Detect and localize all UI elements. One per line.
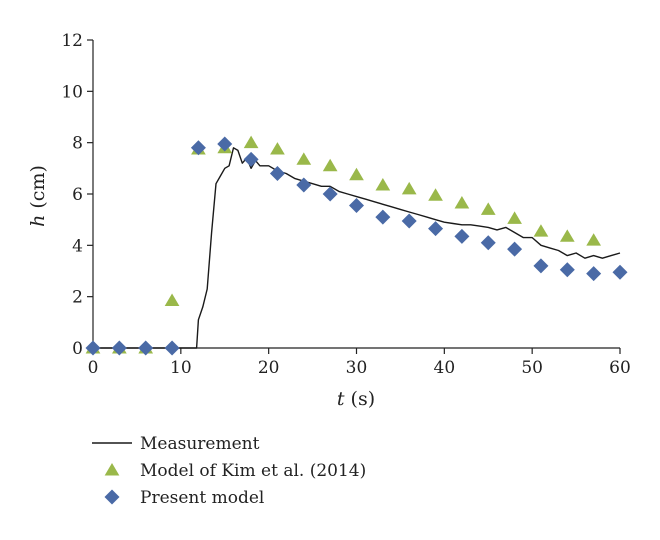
kim-model-point: [559, 229, 575, 242]
kim-model-point: [586, 233, 601, 246]
kim-model-point: [507, 211, 522, 224]
x-tick-label: 40: [434, 358, 456, 378]
x-axis-unit: (s): [345, 388, 376, 410]
legend-swatch-present: [104, 489, 120, 505]
present-model-point: [401, 213, 417, 229]
x-tick-label: 0: [88, 358, 99, 378]
kim-model-point: [296, 152, 312, 165]
present-model-point: [138, 340, 154, 356]
y-axis-variable: h: [27, 215, 49, 227]
present-model-point: [507, 241, 523, 257]
legend-label: Present model: [140, 488, 264, 508]
present-model-point: [454, 228, 470, 244]
legend: Measurement Model of Kim et al. (2014) Pre…: [92, 434, 366, 508]
present-model-point: [612, 264, 628, 280]
x-tick-label: 10: [170, 358, 192, 378]
present-model-point: [296, 177, 312, 193]
kim-model-point: [428, 188, 443, 201]
present-model-point: [480, 235, 496, 251]
present-model-point: [428, 221, 444, 237]
y-tick-label: 10: [61, 82, 83, 102]
present-model-point: [217, 136, 233, 152]
present-model-point: [111, 340, 127, 356]
y-tick-label: 8: [72, 134, 83, 154]
kim-model-point: [270, 142, 285, 155]
kim-model-point: [375, 178, 391, 191]
y-tick-label: 0: [72, 339, 83, 359]
x-tick-label: 20: [258, 358, 280, 378]
present-model-point: [375, 209, 391, 225]
present-model-point: [349, 198, 364, 214]
present-model-point: [322, 186, 338, 202]
y-tick-label: 12: [61, 31, 83, 51]
present-model-point: [190, 140, 206, 156]
kim-model-point: [480, 202, 496, 215]
present-model-point: [586, 266, 602, 282]
legend-swatch-kim: [104, 463, 120, 476]
x-tick-label: 50: [521, 358, 543, 378]
legend-label: Measurement: [140, 434, 260, 454]
x-tick-label: 30: [346, 358, 368, 378]
y-axis-unit: (cm): [27, 165, 49, 215]
present-model-point: [533, 258, 549, 274]
present-model-point: [243, 151, 259, 167]
kim-model-point: [454, 195, 470, 209]
kim-model-point: [533, 224, 549, 237]
y-tick-label: 6: [72, 185, 83, 205]
present-model-point: [164, 340, 180, 356]
present-model-point: [269, 165, 285, 181]
kim-model-point: [164, 293, 180, 306]
present-model-point: [559, 262, 575, 278]
kim-model-point: [243, 135, 259, 149]
measurement-line: [93, 147, 621, 349]
kim-model-point: [322, 158, 338, 172]
axes: 0 2 4 6 8 10 12 0 10 20 30 40 50 60: [61, 31, 630, 378]
y-tick-label: 4: [72, 236, 83, 256]
y-tick-label: 2: [72, 288, 83, 308]
y-axis-label: h (cm): [27, 165, 49, 227]
x-axis-variable: t: [337, 388, 345, 410]
present-model-point: [85, 340, 101, 356]
kim-model-point: [349, 167, 364, 181]
legend-label: Model of Kim et al. (2014): [140, 461, 366, 481]
kim-model-point: [401, 181, 417, 195]
x-tick-label: 60: [609, 358, 631, 378]
x-axis-label: t (s): [337, 388, 375, 410]
plot-area: [85, 135, 628, 356]
